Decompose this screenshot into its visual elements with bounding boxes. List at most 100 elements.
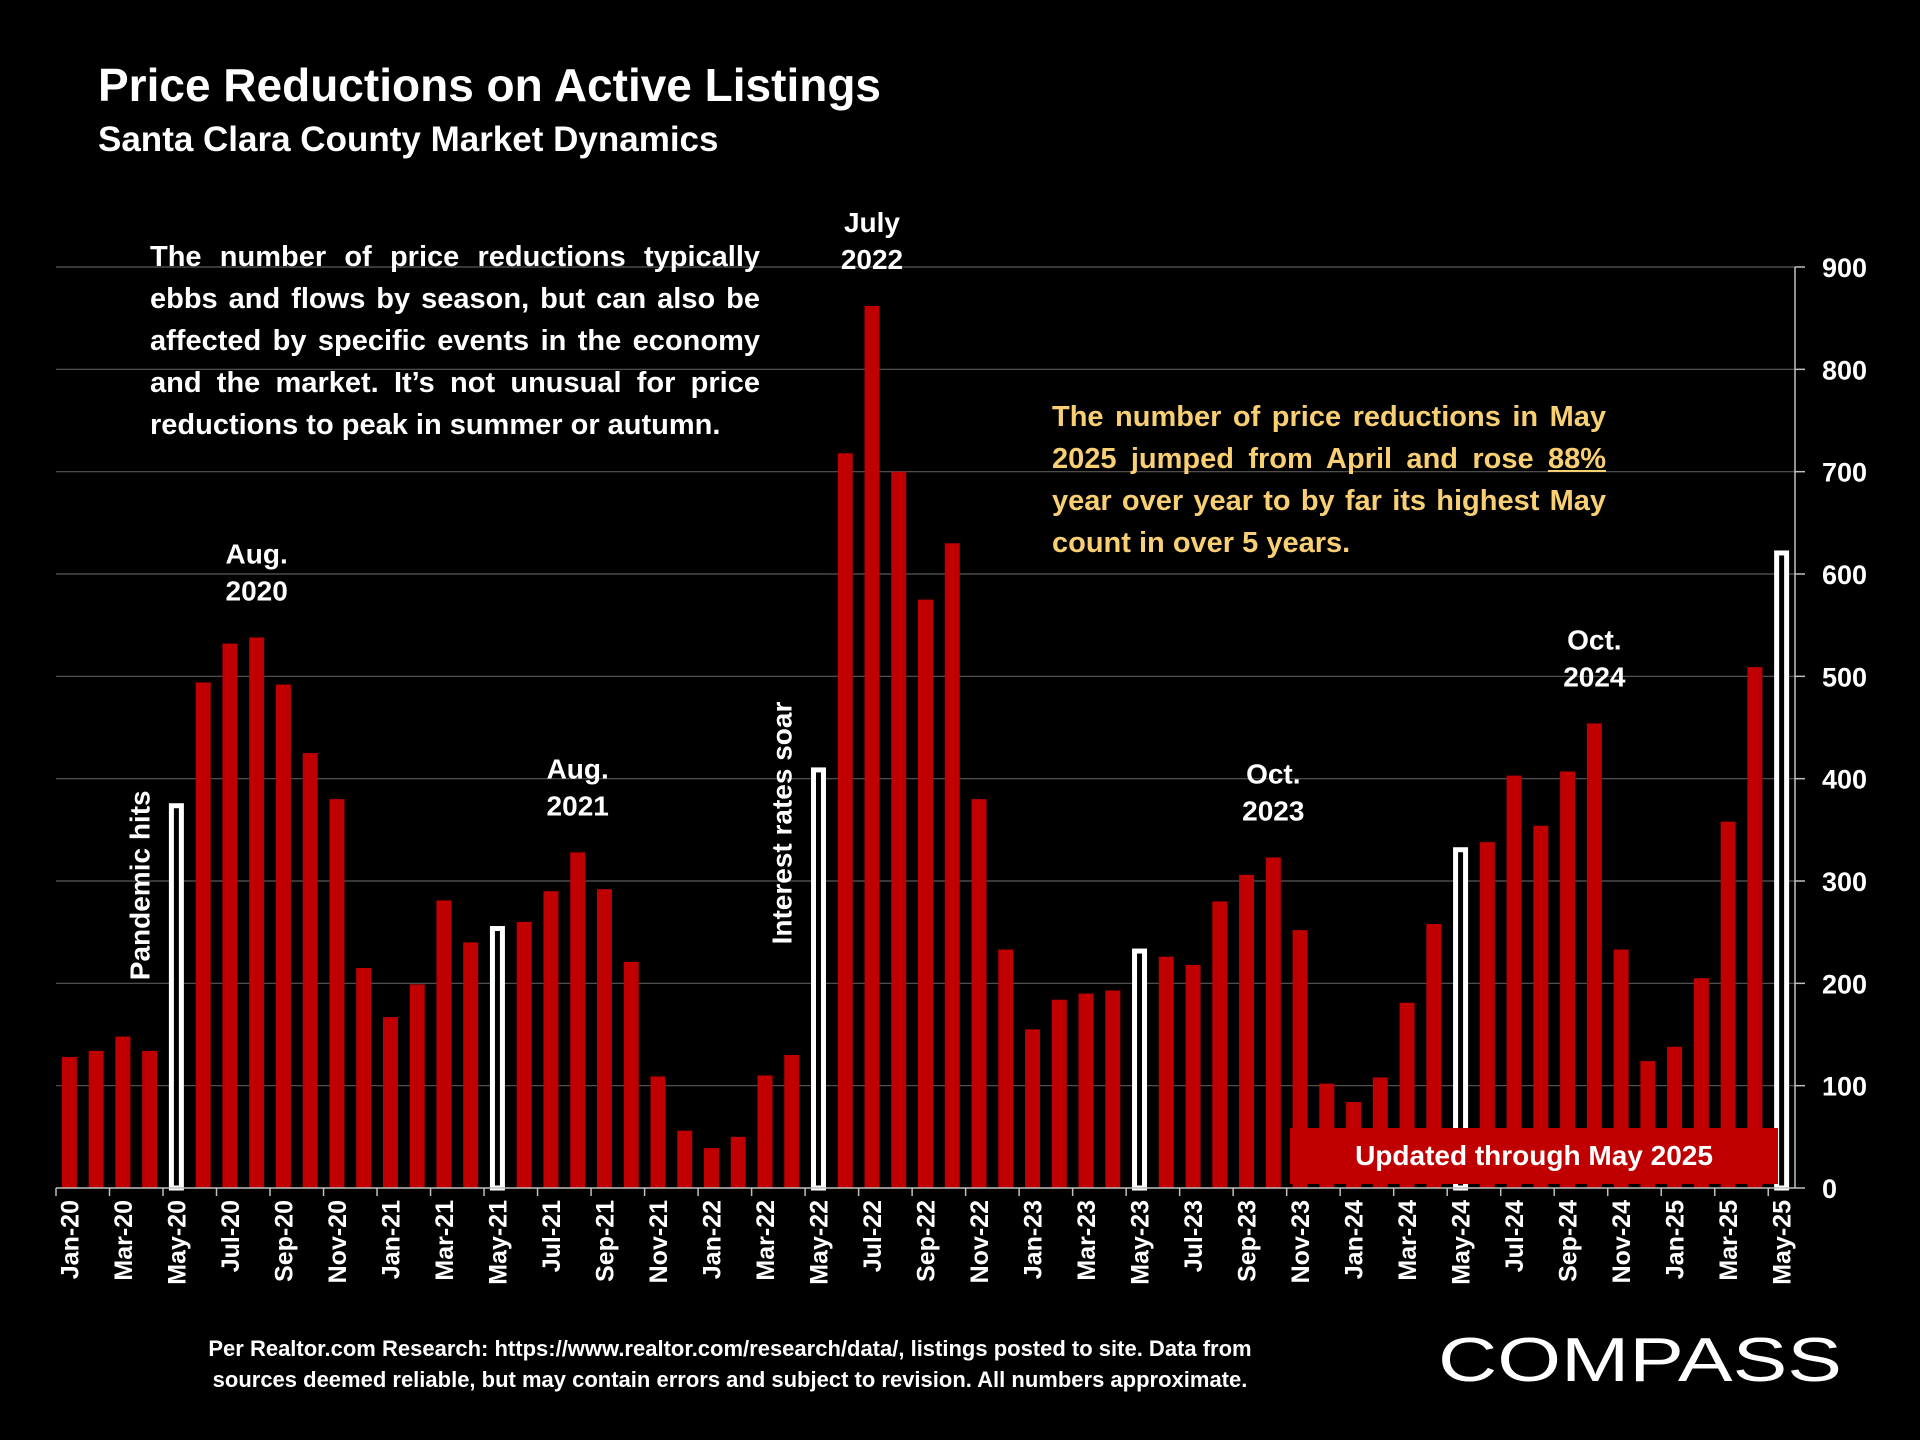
x-tick-label: Nov-23 [1287, 1200, 1315, 1283]
x-tick-label: Jul-24 [1501, 1200, 1529, 1272]
x-tick-label: Jan-23 [1020, 1200, 1048, 1279]
bar [784, 1054, 800, 1188]
annotation-vertical: Interest rates soar [766, 702, 797, 945]
source-footnote-line-2: sources deemed reliable, but may contain… [212, 1367, 1248, 1392]
x-tick-label: Sep-23 [1234, 1200, 1262, 1282]
x-tick-label: May-22 [805, 1200, 833, 1285]
bar [1078, 993, 1094, 1188]
x-tick-label: Jan-25 [1662, 1200, 1690, 1279]
bar [677, 1130, 693, 1188]
y-tick-label: 700 [1822, 458, 1867, 488]
bar [703, 1148, 719, 1188]
y-tick-label: 400 [1822, 765, 1867, 795]
x-tick-label: Nov-24 [1608, 1200, 1636, 1283]
updated-through-badge: Updated through May 2025 [1290, 1128, 1778, 1184]
bar [998, 949, 1014, 1188]
may-2025-note-text-1: The number of price reductions in May 20… [1052, 401, 1606, 475]
bar [1506, 775, 1522, 1188]
bar [1533, 825, 1549, 1188]
bar [837, 453, 853, 1188]
bar [730, 1136, 746, 1188]
x-tick-label: Jan-21 [377, 1200, 405, 1279]
bar [864, 305, 880, 1188]
bar-highlighted [1132, 948, 1148, 1191]
bar [1051, 999, 1067, 1188]
compass-logo: COMPASS [1438, 1326, 1842, 1393]
annotation-label: Aug. 2021 [547, 753, 609, 821]
bar [1105, 990, 1121, 1188]
bar [222, 643, 238, 1188]
bar [650, 1076, 666, 1188]
annotation-label: Oct. 2023 [1242, 758, 1304, 826]
bar [436, 900, 452, 1188]
x-tick-label: Nov-20 [324, 1200, 352, 1283]
y-tick-label: 900 [1822, 253, 1867, 283]
x-tick-label: Sep-24 [1555, 1200, 1583, 1282]
bar [195, 682, 211, 1188]
x-tick-label: May-21 [484, 1200, 512, 1285]
bar [249, 637, 265, 1188]
compass-logo-wordmark: COMPASS [1438, 1326, 1842, 1393]
bar [570, 852, 586, 1188]
seasonal-note: The number of price reductions typically… [150, 241, 760, 441]
y-tick-label: 600 [1822, 560, 1867, 590]
bar [891, 471, 907, 1189]
y-tick-label: 500 [1822, 662, 1867, 692]
may-2025-note: The number of price reductions in May 20… [1052, 396, 1606, 564]
bar [516, 921, 532, 1188]
bar [463, 942, 479, 1188]
x-tick-label: Nov-21 [645, 1200, 673, 1283]
bar [596, 889, 612, 1188]
bar [1212, 901, 1228, 1188]
bar [1479, 842, 1495, 1188]
x-tick-label: Mar-24 [1394, 1200, 1422, 1281]
yoy-percent-highlight: 88% [1547, 443, 1607, 475]
bar [382, 1017, 398, 1188]
x-tick-label: May-20 [163, 1200, 191, 1285]
x-tick-label: May-23 [1127, 1200, 1155, 1285]
annotation-label: July 2022 [841, 207, 903, 275]
bar-highlighted [168, 803, 184, 1191]
y-tick-label: 300 [1822, 867, 1867, 897]
bar [1560, 771, 1576, 1188]
bar [356, 967, 372, 1188]
x-tick-label: Mar-20 [110, 1200, 138, 1281]
y-tick-label: 800 [1822, 355, 1867, 385]
x-tick-label: Sep-22 [913, 1200, 941, 1282]
y-tick-label: 0 [1822, 1174, 1837, 1204]
chart-subtitle: Santa Clara County Market Dynamics [98, 120, 719, 159]
x-tick-label: Mar-21 [431, 1200, 459, 1281]
x-tick-label: Sep-20 [270, 1200, 298, 1282]
bar-highlighted [1774, 550, 1790, 1191]
bar [88, 1050, 104, 1188]
x-tick-label: Sep-21 [591, 1200, 619, 1282]
bar [1025, 1029, 1041, 1188]
bar [409, 984, 425, 1188]
bar [275, 684, 291, 1188]
bar [944, 543, 960, 1188]
x-tick-label: Mar-23 [1073, 1200, 1101, 1281]
bar [142, 1050, 158, 1188]
bar [623, 961, 639, 1188]
y-tick-label: 200 [1822, 969, 1867, 999]
x-tick-label: Jan-22 [698, 1200, 726, 1279]
x-tick-label: Jan-24 [1341, 1200, 1369, 1279]
bar [757, 1075, 773, 1188]
bar [1158, 956, 1174, 1188]
annotation-vertical: Pandemic hits [124, 790, 155, 980]
x-tick-label: May-25 [1769, 1200, 1797, 1285]
bar [302, 753, 318, 1188]
source-footnote: Per Realtor.com Research: https://www.re… [150, 1333, 1310, 1395]
bar [1426, 923, 1442, 1188]
bar [1720, 821, 1736, 1188]
x-tick-label: Nov-22 [966, 1200, 994, 1283]
x-tick-label: Jul-21 [538, 1200, 566, 1272]
x-tick-label: Mar-22 [752, 1200, 780, 1281]
bar [115, 1036, 131, 1188]
bar-highlighted [810, 767, 826, 1191]
bar [1747, 667, 1763, 1188]
bar [1185, 964, 1201, 1188]
annotation-label: Aug. 2020 [226, 538, 288, 606]
bar [1265, 857, 1281, 1188]
